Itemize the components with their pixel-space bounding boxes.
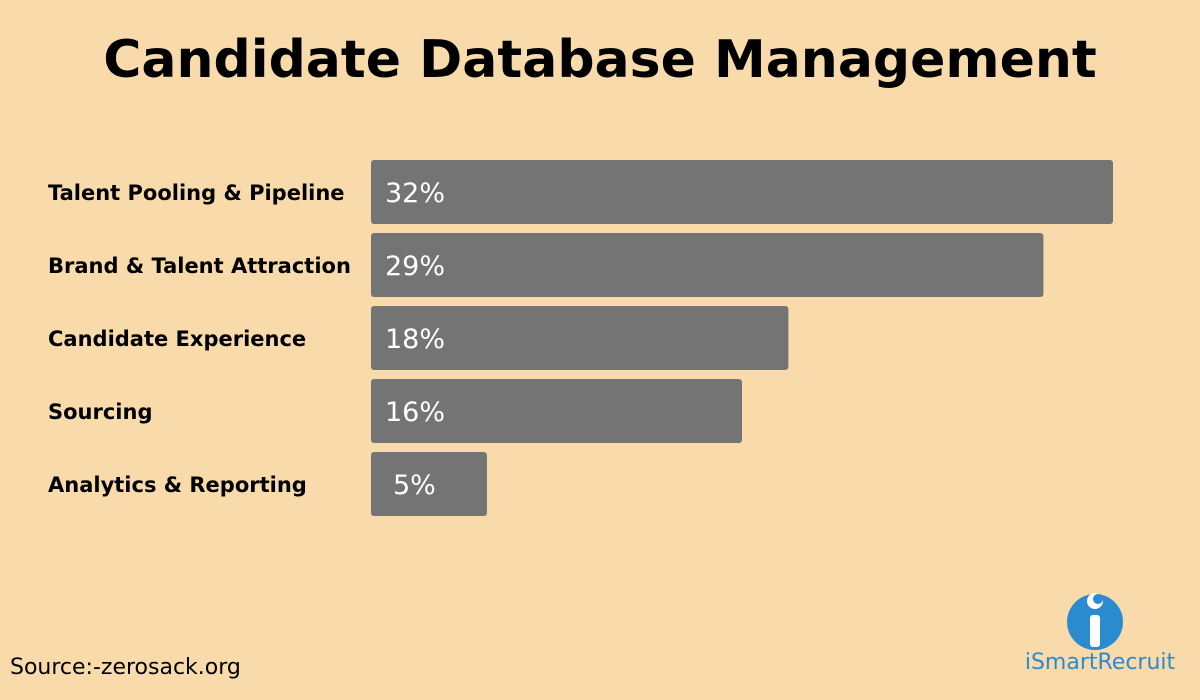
bar-value-label: 5%	[393, 470, 436, 501]
ismartrecruit-logo-icon	[1067, 593, 1123, 650]
bar-chart: Talent Pooling & Pipeline 32% Brand & Tale…	[48, 160, 1113, 516]
brand: iSmartRecruit	[1020, 588, 1180, 688]
category-label: Talent Pooling & Pipeline	[48, 181, 345, 205]
bar	[371, 452, 487, 516]
source-note: Source:-zerosack.org	[10, 655, 241, 680]
chart-title: Candidate Database Management	[103, 30, 1097, 90]
category-label: Sourcing	[48, 400, 153, 424]
bar	[371, 160, 1113, 224]
category-label: Candidate Experience	[48, 327, 306, 351]
category-label: Analytics & Reporting	[48, 473, 307, 497]
bar-value-label: 32%	[385, 178, 445, 209]
bar	[371, 233, 1044, 297]
bar-value-label: 16%	[385, 397, 445, 428]
category-label: Brand & Talent Attraction	[48, 254, 351, 278]
bar-value-label: 18%	[385, 324, 445, 355]
bar	[371, 379, 742, 443]
brand-name: iSmartRecruit	[1024, 650, 1176, 675]
bar-value-label: 29%	[385, 251, 445, 282]
bar	[371, 306, 789, 370]
